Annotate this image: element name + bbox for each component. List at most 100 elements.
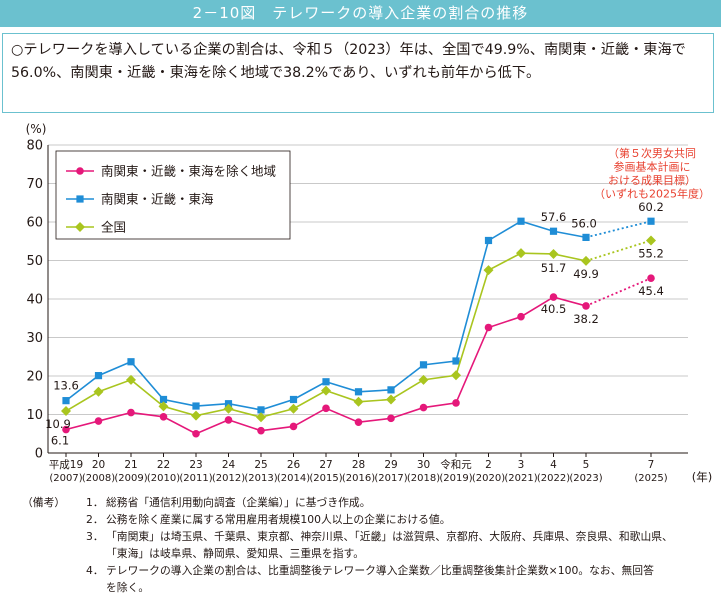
- data-point: [159, 413, 168, 421]
- data-label: 55.2: [638, 246, 664, 260]
- data-point: [289, 395, 298, 404]
- data-point: [516, 248, 526, 259]
- data-point: [61, 406, 71, 417]
- note-row-2: 2． 公務を除く産業に属する常用雇用者規模100人以上の企業における値。: [22, 511, 712, 528]
- x-tick-label-era: 21: [124, 459, 137, 471]
- data-label: 40.5: [541, 302, 567, 316]
- x-tick-label-year: (2018): [407, 473, 440, 484]
- data-point: [321, 385, 331, 396]
- note-text: 総務省「通信利用動向調査（企業編）」に基づき作成。: [106, 496, 371, 509]
- x-tick-label-era: 25: [254, 459, 267, 471]
- target-annotation: （いずれも2025年度）: [594, 187, 710, 201]
- x-tick-label-year: (2019): [439, 473, 472, 484]
- data-label: 60.2: [638, 200, 664, 214]
- target-point: [647, 217, 655, 225]
- target-line: [585, 239, 652, 262]
- x-tick-label-era: 24: [222, 459, 236, 471]
- legend-label: 南関東・近畿・東海を除く地域: [101, 164, 276, 179]
- data-point: [192, 429, 200, 438]
- data-point: [322, 404, 330, 413]
- legend-label: 全国: [101, 220, 126, 235]
- data-point: [289, 422, 298, 431]
- series-circle: [62, 274, 655, 438]
- data-point: [192, 402, 200, 410]
- x-tick-label-year: (2020): [472, 473, 505, 484]
- data-label: 6.1: [51, 434, 69, 448]
- x-tick-label-year: (2013): [244, 473, 277, 484]
- legend-item: 全国: [66, 220, 126, 235]
- x-tick-label-era: 4: [550, 459, 557, 471]
- target-annotation: おける成果目標）: [608, 173, 696, 187]
- target-annotation: 参画基本計画に: [614, 160, 691, 174]
- data-point: [548, 248, 559, 259]
- x-tick-label-year: (2017): [374, 473, 407, 484]
- figure-title: 2－10図 テレワークの導入企業の割合の推移: [0, 0, 721, 27]
- note-number: 4．: [86, 564, 104, 577]
- note-text: 「南関東」は埼玉県、千葉県、東京都、神奈川県、「近畿」は滋賀県、京都府、大阪府、…: [106, 530, 673, 543]
- data-point: [127, 408, 135, 417]
- line-chart: 0 10 20 30 40 50 60 70 80 (%) (年) 平成19 (2007) 20 (2008…: [26, 122, 713, 484]
- note-row-4: 4． テレワークの導入企業の割合は、比重調整後テレワーク導入企業数／比重調整後集…: [22, 562, 712, 579]
- data-point: [517, 312, 525, 321]
- x-tick-label-era: 5: [583, 459, 590, 471]
- x-tick-label-year: (2012): [212, 473, 245, 484]
- chart-axes: 0 10 20 30 40 50 60 70 80 (%) (年) 平成19 (2007) 20 (2008…: [26, 122, 713, 484]
- data-point: [191, 410, 201, 421]
- note-row-3b: 「東海」は岐阜県、静岡県、愛知県、三重県を指す。: [22, 545, 712, 562]
- note-text: 「東海」は岐阜県、静岡県、愛知県、三重県を指す。: [106, 547, 365, 560]
- data-point: [387, 414, 395, 423]
- data-label: 49.9: [573, 267, 599, 281]
- data-point: [62, 397, 70, 405]
- x-tick-label-era: 27: [319, 459, 332, 471]
- data-point: [419, 403, 428, 412]
- y-tick-label: 10: [26, 408, 43, 423]
- data-point: [549, 227, 558, 235]
- data-point: [256, 412, 266, 423]
- data-point: [257, 406, 265, 414]
- x-tick-label-year: (2007): [49, 473, 82, 484]
- x-tick-label-era: 29: [384, 459, 397, 471]
- x-tick-label-year: (2023): [569, 473, 602, 484]
- x-tick-label-year: (2015): [309, 473, 342, 484]
- note-text: テレワークの導入企業の割合は、比重調整後テレワーク導入企業数／比重調整後集計企業…: [106, 564, 654, 577]
- note-number: 2．: [86, 513, 104, 526]
- data-point: [94, 417, 103, 425]
- series-line: [65, 296, 587, 435]
- data-point: [452, 399, 460, 407]
- x-tick-label-era: 平成19: [49, 459, 83, 471]
- x-tick-label-year: (2016): [342, 473, 375, 484]
- y-unit-label: (%): [26, 122, 47, 136]
- data-point: [419, 361, 428, 369]
- legend-item: 南関東・近畿・東海: [66, 192, 214, 207]
- data-point: [484, 323, 493, 332]
- x-tick-label-era: 30: [417, 459, 430, 471]
- legend-item: 南関東・近畿・東海を除く地域: [66, 164, 276, 179]
- note-row-1: （備考） 1． 総務省「通信利用動向調査（企業編）」に基づき作成。: [22, 494, 712, 511]
- data-point: [94, 372, 103, 380]
- summary-text: ○テレワークを導入している企業の割合は、令和５（2023）年は、全国で49.9%…: [2, 33, 714, 113]
- chart-labels: 6.1 40.5 38.2 45.4 13.6 57.6 56.0 60.2 10.9 51.7 4…: [45, 146, 710, 448]
- data-point: [159, 395, 168, 404]
- data-label: 10.9: [45, 417, 71, 431]
- x-tick-label-era: 7: [648, 459, 655, 471]
- x-tick-label-year: (2022): [537, 473, 570, 484]
- data-point: [582, 233, 590, 241]
- data-point: [354, 418, 363, 427]
- data-label: 51.7: [541, 261, 567, 275]
- series-square: [62, 217, 655, 414]
- data-point: [418, 374, 429, 385]
- data-point: [158, 401, 169, 412]
- x-tick-label-year: (2010): [147, 473, 180, 484]
- data-point: [483, 265, 494, 276]
- x-tick-label-year: (2009): [114, 473, 147, 484]
- note-row-4b: を除く。: [22, 579, 712, 596]
- x-tick-label-era: 2: [485, 459, 492, 471]
- data-point: [93, 386, 104, 397]
- x-tick-label-era: 28: [352, 459, 365, 471]
- x-tick-label-era: 22: [157, 459, 170, 471]
- x-tick-label-era: 23: [189, 459, 202, 471]
- note-text: 公務を除く産業に属する常用雇用者規模100人以上の企業における値。: [106, 513, 451, 526]
- data-point: [257, 426, 265, 435]
- legend-label: 南関東・近畿・東海: [101, 192, 214, 207]
